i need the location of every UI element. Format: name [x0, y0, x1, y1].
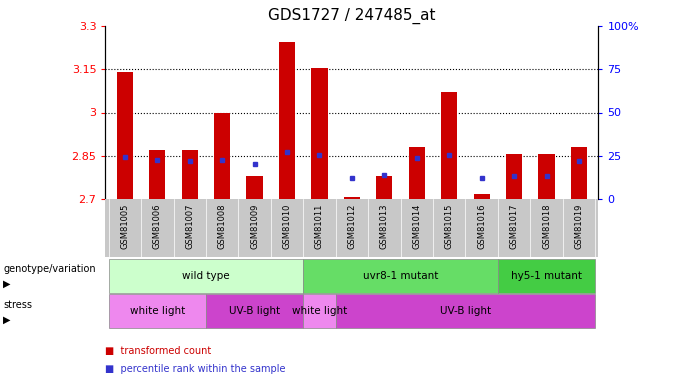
Bar	[409, 147, 425, 199]
Text: genotype/variation: genotype/variation	[3, 264, 96, 274]
Title: GDS1727 / 247485_at: GDS1727 / 247485_at	[268, 7, 436, 24]
Text: ▶: ▶	[3, 315, 11, 325]
Text: GSM81005: GSM81005	[120, 203, 129, 249]
Text: white light: white light	[130, 306, 185, 316]
Text: GSM81016: GSM81016	[477, 203, 486, 249]
Bar	[303, 294, 336, 328]
Text: GSM81011: GSM81011	[315, 203, 324, 249]
Text: GSM81017: GSM81017	[509, 203, 519, 249]
Text: GSM81010: GSM81010	[282, 203, 292, 249]
Text: GSM81006: GSM81006	[153, 203, 162, 249]
Text: stress: stress	[3, 300, 33, 309]
Bar	[539, 154, 555, 199]
Bar	[109, 259, 303, 292]
Text: ■  transformed count: ■ transformed count	[105, 346, 211, 355]
Text: GSM81007: GSM81007	[185, 203, 194, 249]
Text: GSM81008: GSM81008	[218, 203, 226, 249]
Bar	[571, 147, 587, 199]
Bar	[336, 294, 595, 328]
Text: UV-B light: UV-B light	[440, 306, 491, 316]
Bar	[473, 195, 490, 199]
Text: ■  percentile rank within the sample: ■ percentile rank within the sample	[105, 364, 286, 374]
Bar	[376, 176, 392, 199]
Bar	[506, 154, 522, 199]
Text: uvr8-1 mutant: uvr8-1 mutant	[363, 271, 438, 280]
Bar	[311, 68, 328, 199]
Text: ▶: ▶	[3, 279, 11, 289]
Bar	[344, 197, 360, 199]
Bar	[246, 176, 262, 199]
Text: GSM81013: GSM81013	[380, 203, 389, 249]
Text: white light: white light	[292, 306, 347, 316]
Bar	[206, 294, 303, 328]
Text: GSM81014: GSM81014	[412, 203, 422, 249]
Text: wild type: wild type	[182, 271, 230, 280]
Text: hy5-1 mutant: hy5-1 mutant	[511, 271, 582, 280]
Text: GSM81015: GSM81015	[445, 203, 454, 249]
Text: GSM81019: GSM81019	[575, 203, 583, 249]
Bar	[149, 150, 165, 199]
Bar	[441, 92, 458, 199]
Bar	[279, 42, 295, 199]
Text: GSM81009: GSM81009	[250, 203, 259, 249]
Bar	[182, 150, 198, 199]
Bar	[109, 294, 206, 328]
Bar	[303, 259, 498, 292]
Text: UV-B light: UV-B light	[229, 306, 280, 316]
Bar	[214, 112, 231, 199]
Text: GSM81018: GSM81018	[542, 203, 551, 249]
Text: GSM81012: GSM81012	[347, 203, 356, 249]
Bar	[498, 259, 595, 292]
Bar	[117, 72, 133, 199]
